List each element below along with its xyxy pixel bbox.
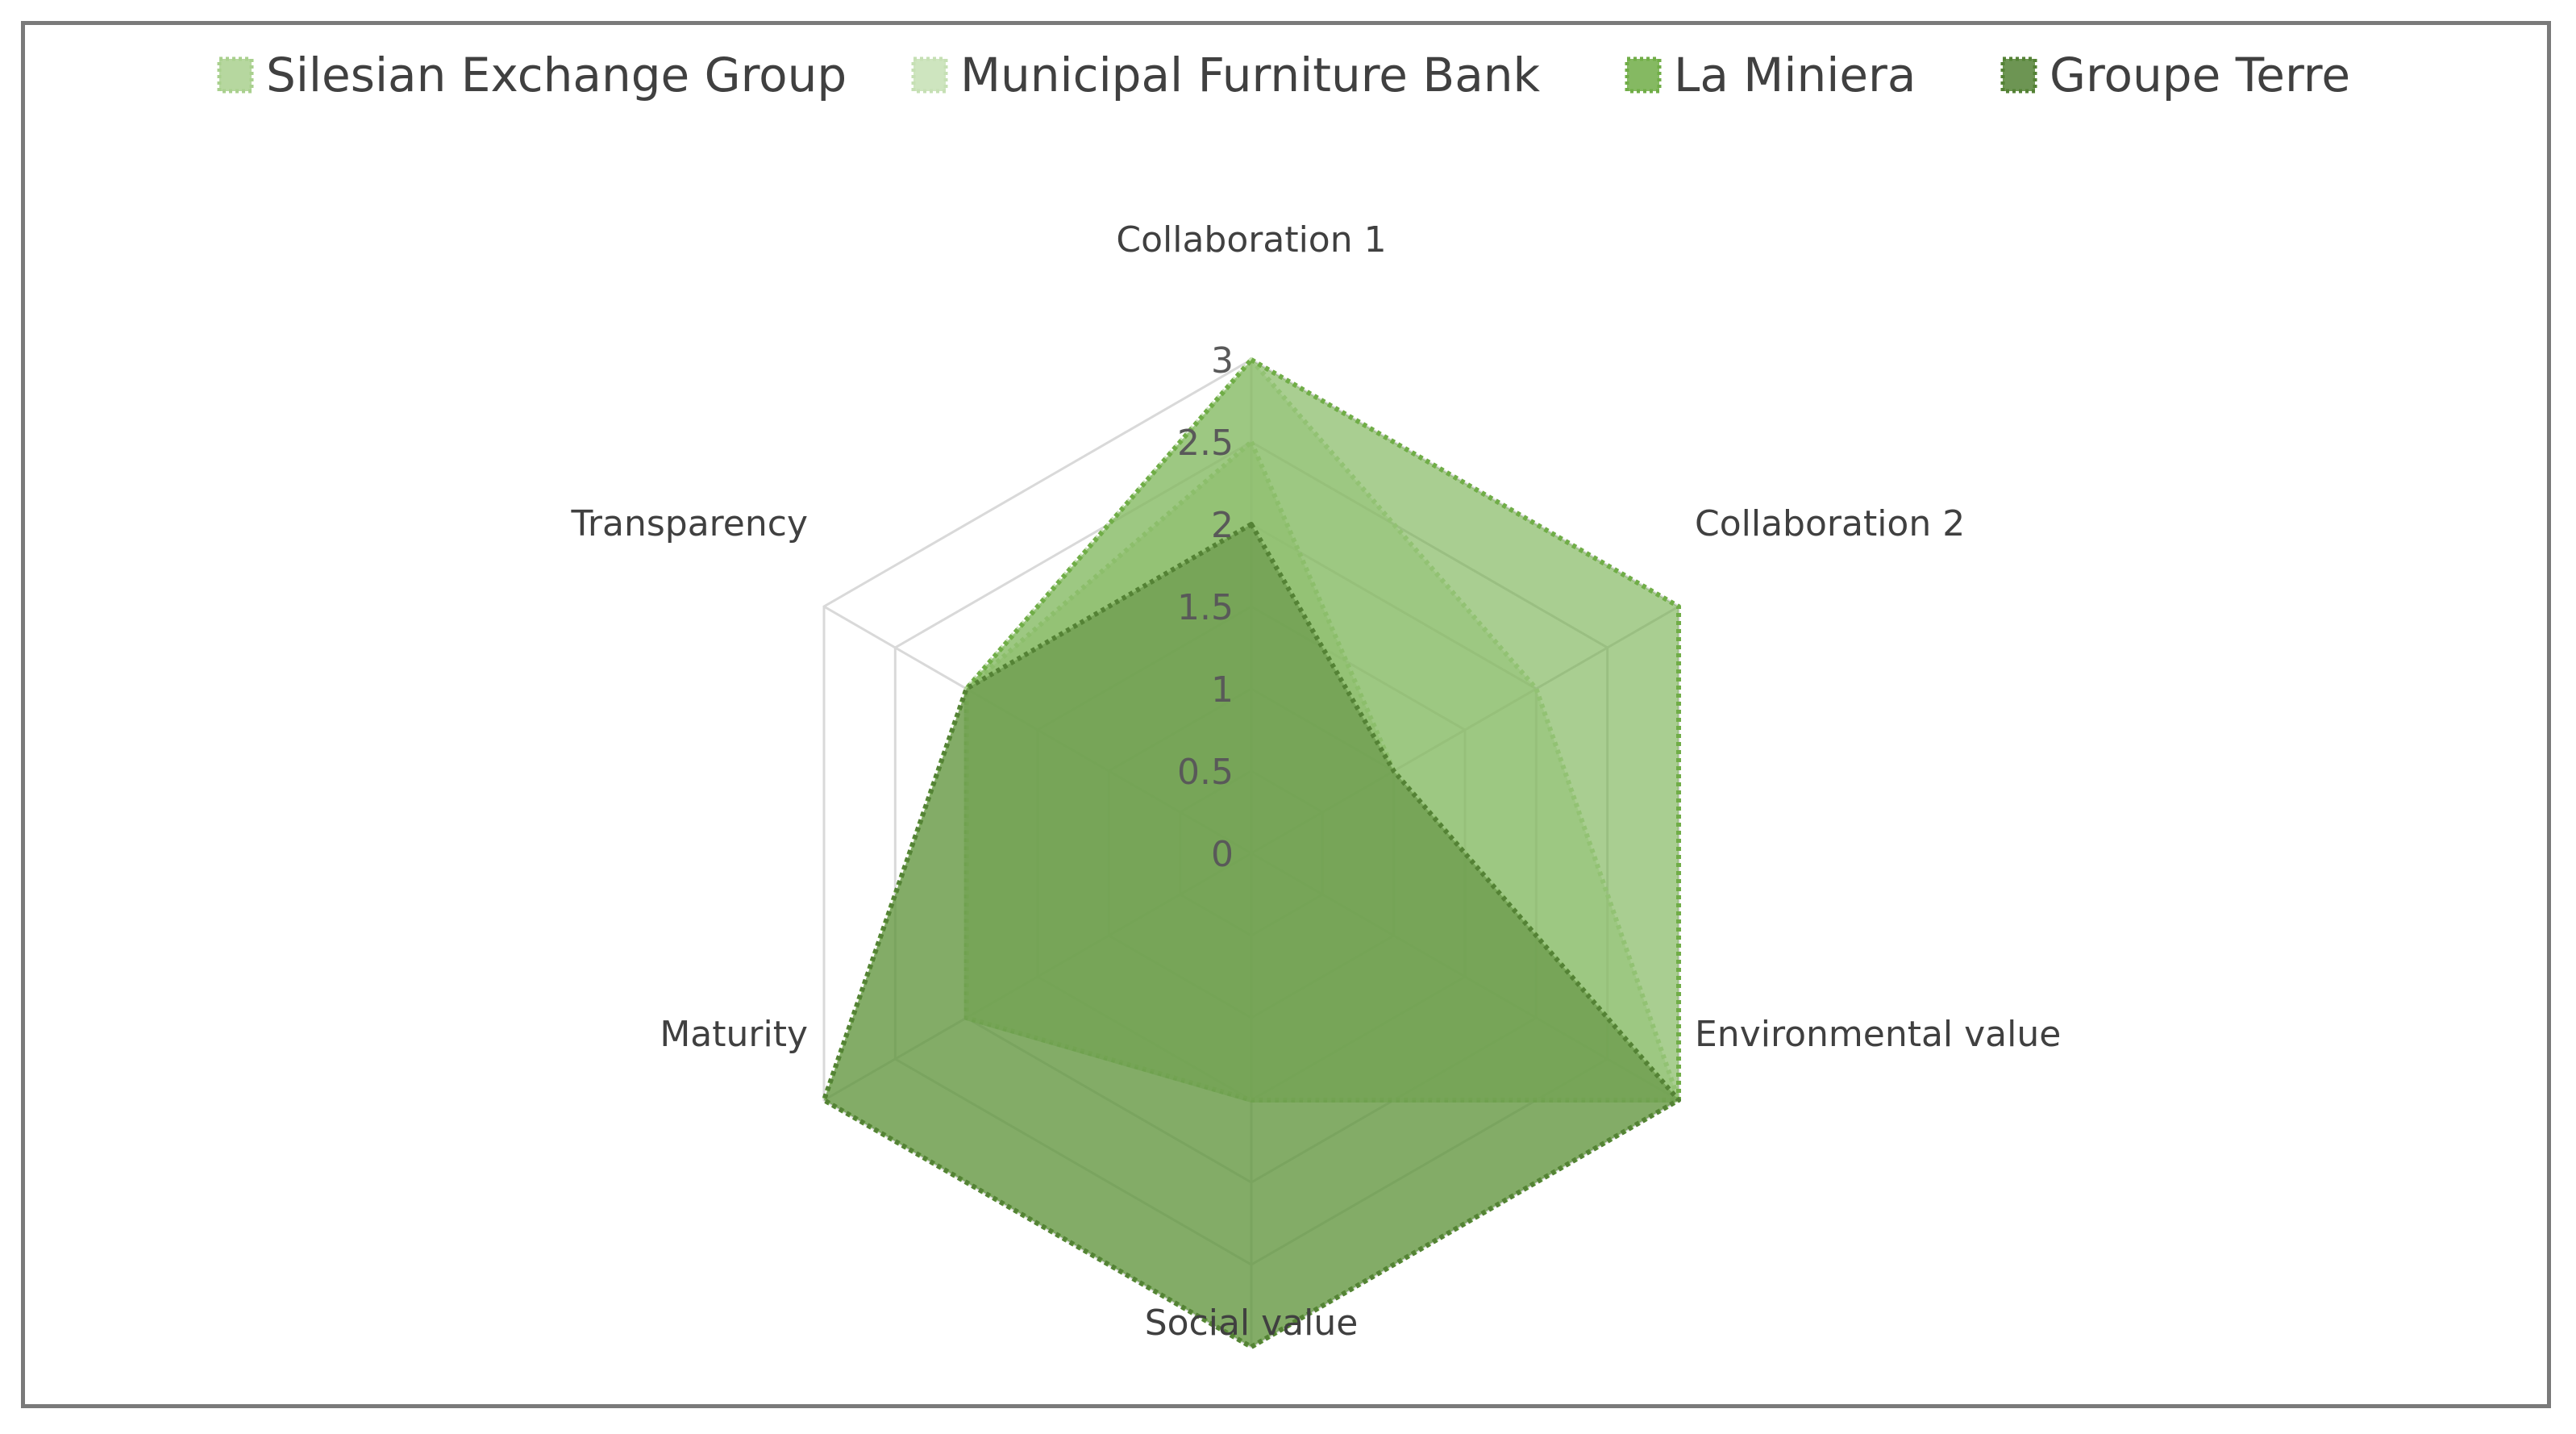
legend-swatch-municipal-furniture-bank <box>911 56 948 94</box>
tick-label-2: 1 <box>1211 669 1234 711</box>
legend-label-la-miniera: La Miniera <box>1674 48 1916 102</box>
tick-label-3: 1.5 <box>1177 587 1234 628</box>
tick-label-0: 0 <box>1211 834 1234 875</box>
axis-label-maturity: Maturity <box>660 1014 808 1055</box>
legend-label-silesian-exchange-group: Silesian Exchange Group <box>266 48 847 102</box>
tick-label-5: 2.5 <box>1177 423 1234 464</box>
radar-labels: Collaboration 1 Collaboration 2 Environmen… <box>571 219 2062 1344</box>
radar-series <box>821 357 1682 1349</box>
legend-swatch-la-miniera <box>1625 56 1662 94</box>
axis-label-collaboration-1: Collaboration 1 <box>1116 219 1386 261</box>
legend-swatch-silesian-exchange-group <box>217 56 254 94</box>
series-area-la-miniera[interactable] <box>821 357 1682 1349</box>
axis-label-transparency: Transparency <box>571 503 808 544</box>
legend-label-municipal-furniture-bank: Municipal Furniture Bank <box>960 48 1541 102</box>
series-area-groupe-terre[interactable] <box>821 522 1682 1349</box>
legend-swatch-groupe-terre <box>2000 56 2037 94</box>
tick-label-4: 2 <box>1211 505 1234 546</box>
legend-item-groupe-terre[interactable]: Groupe Terre <box>2000 48 2350 102</box>
legend: Silesian Exchange Group Municipal Furnit… <box>217 48 2350 102</box>
axis-label-environmental-value: Environmental value <box>1695 1014 2061 1055</box>
axis-label-social-value: Social value <box>1145 1303 1359 1344</box>
legend-label-groupe-terre: Groupe Terre <box>2050 48 2350 102</box>
axis-label-collaboration-2: Collaboration 2 <box>1695 503 1965 544</box>
legend-item-la-miniera[interactable]: La Miniera <box>1625 48 1916 102</box>
tick-label-1: 0.5 <box>1177 752 1234 793</box>
legend-item-municipal-furniture-bank[interactable]: Municipal Furniture Bank <box>911 48 1541 102</box>
tick-label-6: 3 <box>1211 340 1234 381</box>
legend-item-silesian-exchange-group[interactable]: Silesian Exchange Group <box>217 48 847 102</box>
